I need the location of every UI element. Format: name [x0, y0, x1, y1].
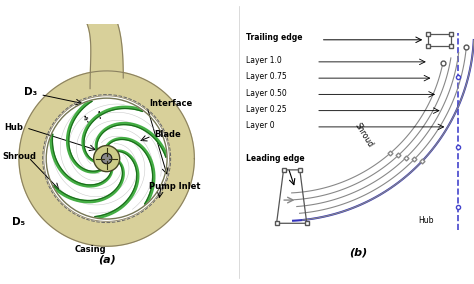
Text: Layer 0.50: Layer 0.50 [246, 89, 287, 97]
Circle shape [101, 153, 112, 164]
Text: (a): (a) [98, 255, 116, 265]
Text: Shroud: Shroud [2, 152, 36, 160]
Text: D₅: D₅ [12, 217, 25, 227]
Text: Layer 1.0: Layer 1.0 [246, 56, 282, 65]
Polygon shape [81, 0, 123, 89]
Polygon shape [54, 161, 124, 203]
Text: Interface: Interface [149, 99, 192, 108]
Text: Casing: Casing [74, 245, 106, 254]
Polygon shape [44, 96, 170, 222]
Polygon shape [95, 122, 166, 157]
Text: Leading edge: Leading edge [246, 154, 305, 162]
Text: Shroud: Shroud [353, 121, 375, 149]
Polygon shape [95, 150, 139, 218]
Text: Hub: Hub [5, 123, 24, 132]
Circle shape [94, 146, 119, 172]
Polygon shape [19, 71, 194, 246]
Polygon shape [82, 106, 143, 162]
Text: Layer 0.25: Layer 0.25 [246, 105, 287, 114]
Text: Trailing edge: Trailing edge [246, 33, 303, 42]
Text: Outlet: Outlet [0, 283, 1, 284]
Text: Pump Inlet: Pump Inlet [149, 182, 201, 191]
Polygon shape [106, 137, 155, 204]
Text: Layer 0.75: Layer 0.75 [246, 72, 287, 81]
Polygon shape [78, 0, 102, 15]
Text: (b): (b) [349, 248, 367, 258]
Text: Hub: Hub [418, 216, 434, 225]
Text: Layer 0: Layer 0 [246, 121, 275, 130]
Polygon shape [50, 134, 113, 187]
Text: Blade: Blade [154, 130, 181, 139]
Text: D₃: D₃ [24, 87, 37, 97]
Polygon shape [66, 101, 101, 173]
